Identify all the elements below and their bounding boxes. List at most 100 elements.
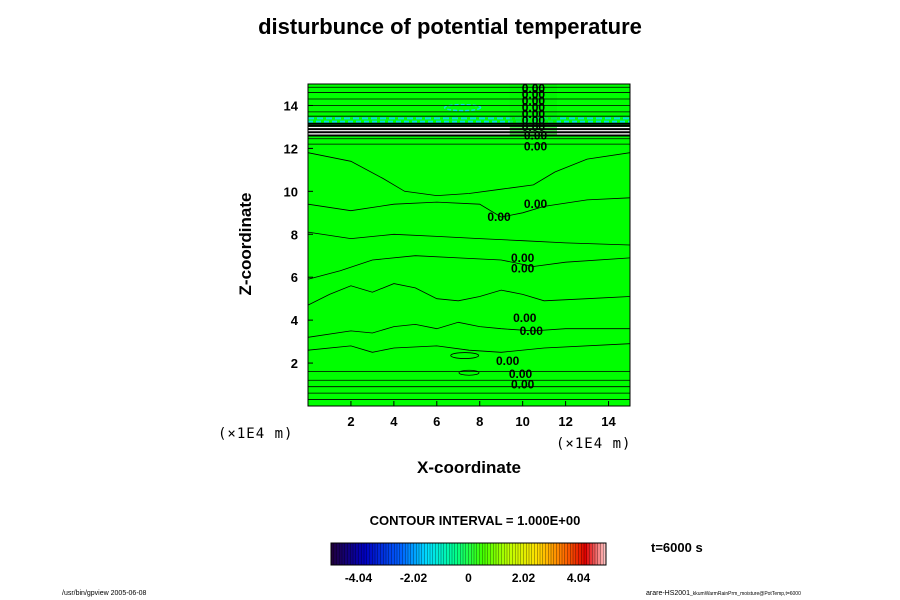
colorbar-segment [331, 543, 335, 565]
colorbar-segment [366, 543, 370, 565]
colorbar-segment [600, 543, 604, 565]
contour-label: 0.00 [522, 120, 546, 134]
contour-label: 0.00 [509, 367, 533, 381]
colorbar-segment [504, 543, 508, 565]
colorbar-segment [551, 543, 555, 565]
colorbar-segment [397, 543, 401, 565]
colorbar-segment [592, 543, 596, 565]
y-tick-label: 6 [291, 270, 298, 285]
colorbar-segment [595, 543, 599, 565]
colorbar-segment [372, 543, 376, 565]
colorbar-segment [342, 543, 346, 565]
y-tick-label: 10 [284, 184, 298, 199]
colorbar-segment [512, 543, 516, 565]
colorbar-segment [468, 543, 472, 565]
chart-title: disturbunce of potential temperature [258, 14, 642, 39]
colorbar-segment [476, 543, 480, 565]
plot-frame [307, 83, 631, 407]
contour-line [458, 369, 480, 376]
colorbar-segment [490, 543, 494, 565]
contour-label: 0.00 [511, 251, 535, 265]
colorbar-segment [432, 543, 436, 565]
colorbar-segment [413, 543, 417, 565]
colorbar-segment [463, 543, 467, 565]
contour-label: 0.00 [496, 354, 520, 368]
colorbar-segment [515, 543, 519, 565]
colorbar-segment [581, 543, 585, 565]
colorbar-segment [485, 543, 489, 565]
y-tick-label: 12 [284, 141, 298, 156]
colorbar-segment [564, 543, 568, 565]
colorbar-segment [443, 543, 447, 565]
contour-label: 0.00 [522, 94, 546, 108]
contour-label: 0.00 [487, 210, 511, 224]
contour-interval-label: CONTOUR INTERVAL = 1.000E+00 [369, 513, 581, 528]
contour-label: 0.00 [522, 107, 546, 121]
contour-line [307, 255, 631, 280]
colorbar-segment [380, 543, 384, 565]
colorbar-segment [570, 543, 574, 565]
colorbar-segment [441, 543, 445, 565]
colorbar-segment [603, 543, 607, 565]
colorbar-segment [347, 543, 351, 565]
colorbar-segment [355, 543, 359, 565]
colorbar-segment [597, 543, 601, 565]
colorbar-segment [446, 543, 450, 565]
colorbar-segment [501, 543, 505, 565]
colorbar-segment [529, 543, 533, 565]
colorbar-frame [330, 542, 607, 566]
potential-temperature-field [308, 84, 630, 406]
colorbar-segment [507, 543, 511, 565]
colorbar-segment [421, 543, 425, 565]
contour-line [307, 231, 631, 246]
colorbar-segment [424, 543, 428, 565]
colorbar-segment [364, 543, 368, 565]
colorbar-tick-label: -2.02 [400, 571, 428, 585]
colorbar-segment [487, 543, 491, 565]
colorbar-segment [465, 543, 469, 565]
y-tick-label: 2 [291, 356, 298, 371]
colorbar-segment [383, 543, 387, 565]
colorbar-segment [556, 543, 560, 565]
colorbar-segment [416, 543, 420, 565]
colorbar-segment [542, 543, 546, 565]
colorbar-segment [496, 543, 500, 565]
colorbar-segment [377, 543, 381, 565]
y-tick-label: 14 [284, 98, 299, 113]
colorbar-segment [518, 543, 522, 565]
contour-label: 0.00 [524, 129, 548, 143]
x-axis-label: X-coordinate [417, 458, 521, 477]
contour-label: 0.00 [511, 262, 535, 276]
contour-line [307, 283, 631, 306]
colorbar-segment [520, 543, 524, 565]
x-tick-label: 12 [558, 414, 572, 429]
contour-label: 0.00 [520, 324, 544, 338]
contour-labels: 0.000.000.000.000.000.000.000.000.000.00… [487, 81, 547, 391]
y-axis-label: Z-coordinate [236, 192, 255, 296]
colorbar-segment [559, 543, 563, 565]
contour-label: 0.00 [522, 113, 546, 127]
x-tick-label: 2 [347, 414, 354, 429]
colorbar-segment [531, 543, 535, 565]
footer-file-label: arare-HS2001_kkumWarmRainPrm_moisture@Po… [646, 590, 801, 597]
colorbar-tick-label: 2.02 [512, 571, 536, 585]
colorbar-segment [452, 543, 456, 565]
x-tick-label: 10 [515, 414, 529, 429]
colorbar-segment [405, 543, 409, 565]
contour-line [307, 152, 631, 197]
colorbar-segment [545, 543, 549, 565]
colorbar-tick-label: 4.04 [567, 571, 591, 585]
colorbar-segment [586, 543, 590, 565]
contour-label: 0.00 [524, 197, 548, 211]
colorbar-segment [391, 543, 395, 565]
colorbar-segment [350, 543, 354, 565]
contour-lines [307, 86, 631, 400]
colorbar-segment [339, 543, 343, 565]
colorbar-segment [537, 543, 541, 565]
positive-anomaly-band [308, 126, 630, 136]
colorbar-segment [482, 543, 486, 565]
colorbar-segment [375, 543, 379, 565]
colorbar-segment [534, 543, 538, 565]
negative-anomaly-cell [443, 103, 482, 112]
x-axis-unit: (×1E4 m) [556, 436, 632, 452]
